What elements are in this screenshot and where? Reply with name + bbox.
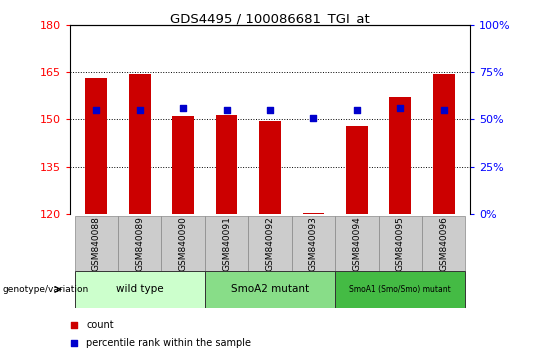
Text: wild type: wild type xyxy=(116,284,164,295)
Bar xyxy=(161,216,205,271)
Text: GSM840096: GSM840096 xyxy=(439,216,448,271)
Text: GSM840089: GSM840089 xyxy=(135,216,144,271)
Bar xyxy=(85,79,107,214)
Text: count: count xyxy=(86,320,114,330)
Text: GSM840092: GSM840092 xyxy=(266,216,274,271)
Point xyxy=(70,322,78,328)
Point xyxy=(396,105,404,111)
Text: SmoA2 mutant: SmoA2 mutant xyxy=(231,284,309,295)
Bar xyxy=(379,216,422,271)
Bar xyxy=(75,271,205,308)
Point xyxy=(440,107,448,113)
Bar xyxy=(75,216,118,271)
Bar xyxy=(335,271,465,308)
Point xyxy=(266,107,274,113)
Bar xyxy=(215,115,238,214)
Point xyxy=(222,107,231,113)
Text: genotype/variation: genotype/variation xyxy=(3,285,89,294)
Bar xyxy=(172,116,194,214)
Bar xyxy=(248,216,292,271)
Text: GSM840088: GSM840088 xyxy=(92,216,101,271)
Bar xyxy=(346,126,368,214)
Text: GSM840090: GSM840090 xyxy=(179,216,187,271)
Point xyxy=(136,107,144,113)
Bar xyxy=(335,216,379,271)
Point xyxy=(353,107,361,113)
Point xyxy=(179,105,187,111)
Bar xyxy=(292,216,335,271)
Bar xyxy=(205,271,335,308)
Bar xyxy=(389,97,411,214)
Bar xyxy=(433,74,455,214)
Point xyxy=(309,115,318,120)
Bar xyxy=(205,216,248,271)
Text: GSM840093: GSM840093 xyxy=(309,216,318,271)
Text: GSM840091: GSM840091 xyxy=(222,216,231,271)
Point xyxy=(92,107,100,113)
Bar xyxy=(129,74,151,214)
Bar xyxy=(259,121,281,214)
Text: percentile rank within the sample: percentile rank within the sample xyxy=(86,338,251,348)
Point xyxy=(70,341,78,346)
Text: SmoA1 (Smo/Smo) mutant: SmoA1 (Smo/Smo) mutant xyxy=(349,285,451,294)
Bar xyxy=(422,216,465,271)
Text: GSM840094: GSM840094 xyxy=(353,216,361,271)
Text: GDS4495 / 100086681_TGI_at: GDS4495 / 100086681_TGI_at xyxy=(170,12,370,25)
Bar xyxy=(302,213,325,214)
Text: GSM840095: GSM840095 xyxy=(396,216,405,271)
Bar xyxy=(118,216,161,271)
